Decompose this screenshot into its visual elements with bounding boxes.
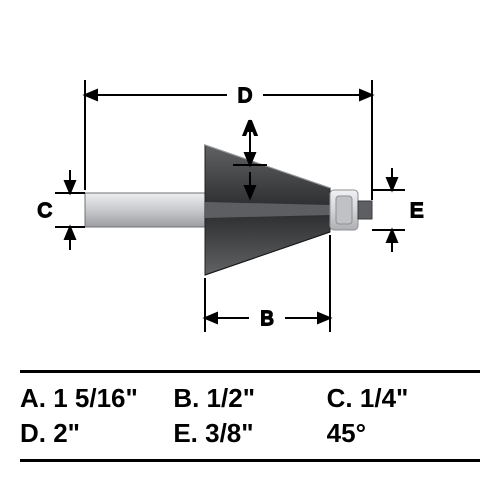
label-B: B <box>260 308 273 330</box>
spec-row-2: D. 2" E. 3/8" 45° <box>20 416 480 451</box>
dimension-E: E <box>372 168 423 252</box>
bearing-nut <box>358 201 372 219</box>
label-A: A <box>243 118 257 140</box>
spec-B: B. 1/2" <box>173 381 326 416</box>
spec-A: A. 1 5/16" <box>20 381 173 416</box>
dimension-C: C <box>38 170 85 250</box>
shank <box>85 193 205 227</box>
bearing-inner <box>336 196 352 224</box>
spec-C: C. 1/4" <box>327 381 480 416</box>
table-rule-bottom <box>20 459 480 462</box>
label-E: E <box>410 200 423 222</box>
spec-E: E. 3/8" <box>173 416 326 451</box>
label-D: D <box>238 85 252 107</box>
spec-table: A. 1 5/16" B. 1/2" C. 1/4" D. 2" E. 3/8"… <box>20 370 480 462</box>
router-bit-diagram: D A C E <box>0 0 500 370</box>
spec-D: D. 2" <box>20 416 173 451</box>
label-C: C <box>38 200 52 222</box>
spec-row-1: A. 1 5/16" B. 1/2" C. 1/4" <box>20 381 480 416</box>
figure-container: D A C E <box>0 0 500 500</box>
spec-angle: 45° <box>327 416 480 451</box>
table-rule-top <box>20 370 480 373</box>
